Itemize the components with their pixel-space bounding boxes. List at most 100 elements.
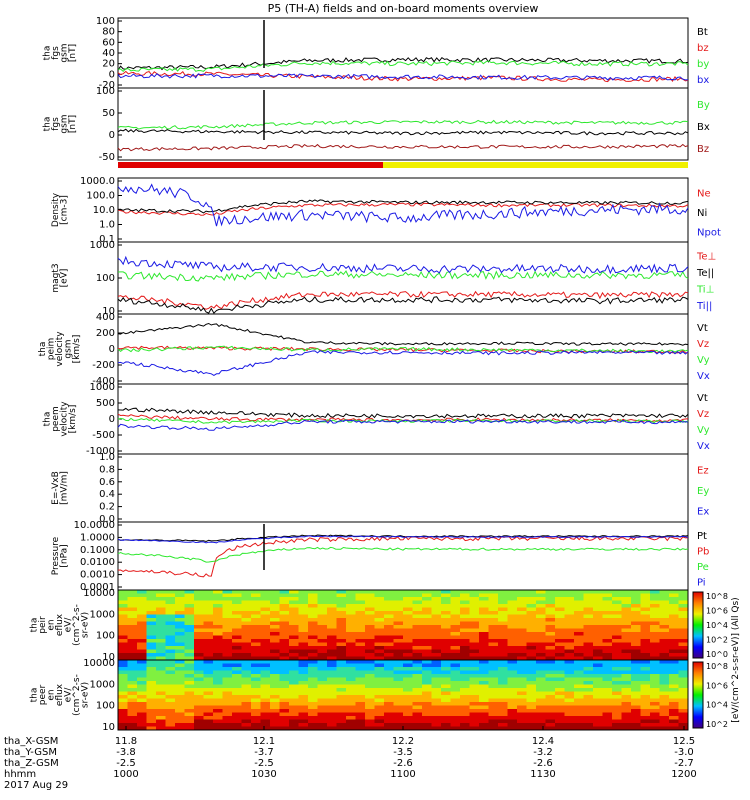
heatmap-cell <box>593 621 603 626</box>
heatmap-cell <box>536 635 546 640</box>
heatmap-cell <box>146 719 157 724</box>
y-axis-label: eflux <box>55 683 65 706</box>
heatmap-cell <box>507 723 518 727</box>
heatmap-cell <box>308 719 318 724</box>
heatmap-cell <box>279 726 290 731</box>
heatmap-cell <box>156 653 166 657</box>
heatmap-cell <box>640 691 651 696</box>
heatmap-cell <box>517 702 527 706</box>
heatmap-cell <box>137 684 147 689</box>
heatmap-cell <box>118 611 128 615</box>
heatmap-cell <box>327 607 337 612</box>
heatmap-cell <box>308 618 318 622</box>
heatmap-cell <box>602 702 613 706</box>
heatmap-cell <box>317 604 328 608</box>
heatmap-cell <box>260 705 271 710</box>
heatmap-cell <box>469 639 480 643</box>
heatmap-cell <box>118 607 128 612</box>
heatmap-cell <box>507 681 518 685</box>
heatmap-cell <box>526 590 537 594</box>
heatmap-cell <box>602 677 613 682</box>
heatmap-cell <box>583 611 594 615</box>
heatmap-cell <box>659 667 670 671</box>
heatmap-cell <box>184 621 195 626</box>
heatmap-cell <box>640 593 651 598</box>
heatmap-cell <box>574 597 584 601</box>
heatmap-cell <box>659 723 670 727</box>
heatmap-cell <box>574 653 584 657</box>
heatmap-cell <box>469 712 480 717</box>
heatmap-cell <box>583 618 594 622</box>
heatmap-cell <box>393 639 404 643</box>
heatmap-cell <box>545 600 556 605</box>
heatmap-cell <box>308 600 318 605</box>
heatmap-cell <box>175 593 185 598</box>
heatmap-cell <box>289 642 299 647</box>
heatmap-cell <box>175 618 185 622</box>
heatmap-cell <box>127 628 138 633</box>
heatmap-cell <box>184 726 195 731</box>
heatmap-cell <box>203 590 214 594</box>
heatmap-cell <box>545 712 556 717</box>
heatmap-cell <box>146 607 157 612</box>
heatmap-cell <box>640 716 651 720</box>
legend-entry: Vt <box>697 323 708 334</box>
heatmap-cell <box>640 663 651 668</box>
heatmap-cell <box>336 590 347 594</box>
heatmap-cell <box>336 681 347 685</box>
heatmap-cell <box>374 621 385 626</box>
heatmap-cell <box>251 646 261 650</box>
heatmap-cell <box>536 639 546 643</box>
heatmap-cell <box>583 593 594 598</box>
heatmap-cell <box>308 709 318 713</box>
heatmap-cell <box>488 667 499 671</box>
heatmap-cell <box>336 709 347 713</box>
heatmap-cell <box>213 716 223 720</box>
heatmap-cell <box>118 709 128 713</box>
heatmap-cell <box>612 600 622 605</box>
heatmap-cell <box>593 691 603 696</box>
heatmap-cell <box>137 681 147 685</box>
heatmap-cell <box>441 656 451 661</box>
heatmap-cell <box>612 628 622 633</box>
heatmap-cell <box>184 607 195 612</box>
heatmap-cell <box>137 688 147 692</box>
heatmap-cell <box>431 653 442 657</box>
heatmap-cell <box>260 688 271 692</box>
heatmap-cell <box>669 635 679 640</box>
heatmap-cell <box>488 628 499 633</box>
heatmap-cell <box>203 653 214 657</box>
heatmap-cell <box>213 618 223 622</box>
heatmap-cell <box>184 625 195 629</box>
heatmap-cell <box>422 649 432 654</box>
heatmap-cell <box>317 705 328 710</box>
heatmap-cell <box>678 611 689 615</box>
heatmap-cell <box>184 639 195 643</box>
heatmap-cell <box>365 719 375 724</box>
heatmap-cell <box>393 646 404 650</box>
heatmap-cell <box>412 677 423 682</box>
heatmap-cell <box>213 635 223 640</box>
heatmap-cell <box>137 611 147 615</box>
heatmap-cell <box>517 684 527 689</box>
heatmap-cell <box>403 618 413 622</box>
heatmap-cell <box>517 590 527 594</box>
heatmap-cell <box>422 593 432 598</box>
heatmap-cell <box>640 639 651 643</box>
y-axis-label: tha <box>30 688 40 703</box>
heatmap-cell <box>384 628 394 633</box>
heatmap-cell <box>621 635 632 640</box>
heatmap-cell <box>545 702 556 706</box>
heatmap-cell <box>460 632 470 636</box>
heatmap-cell <box>270 677 280 682</box>
heatmap-cell <box>374 688 385 692</box>
heatmap-cell <box>583 709 594 713</box>
heatmap-cell <box>431 649 442 654</box>
heatmap-cell <box>165 681 176 685</box>
heatmap-cell <box>194 611 204 615</box>
heatmap-cell <box>365 604 375 608</box>
heatmap-cell <box>564 702 575 706</box>
heatmap-cell <box>593 593 603 598</box>
heatmap-cell <box>308 604 318 608</box>
heatmap-cell <box>260 604 271 608</box>
